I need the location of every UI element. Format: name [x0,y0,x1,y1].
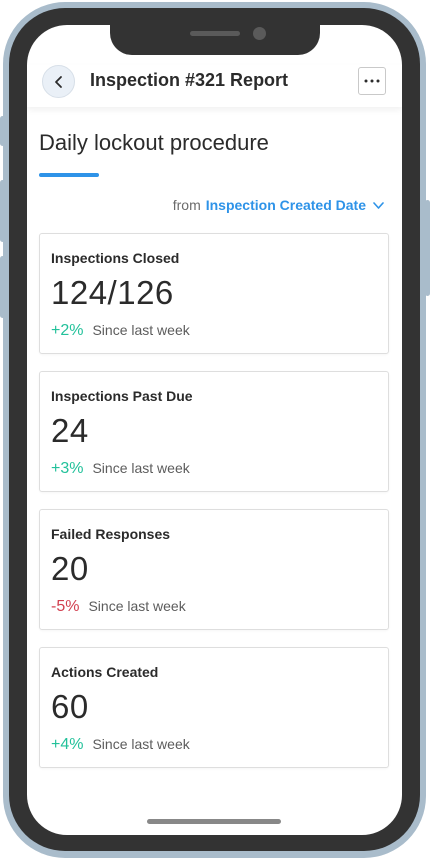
stat-label: Actions Created [51,664,159,680]
stat-change: +3% Since last week [51,460,190,478]
stat-label: Inspections Past Due [51,388,193,404]
speaker-grille [190,31,240,36]
app-header: Inspection #321 Report [27,65,402,107]
volume-down-button [0,256,5,318]
stat-delta: +2% [51,322,84,339]
volume-up-button [0,180,5,242]
stat-change: -5% Since last week [51,598,186,616]
stat-delta: -5% [51,598,80,615]
stat-card-failed-responses[interactable]: Failed Responses 20 -5% Since last week [39,509,389,630]
stat-change: +2% Since last week [51,322,190,340]
stat-card-inspections-closed[interactable]: Inspections Closed 124/126 +2% Since las… [39,233,389,354]
stat-value: 24 [51,412,89,449]
power-button [425,200,430,296]
stat-card-actions-created[interactable]: Actions Created 60 +4% Since last week [39,647,389,768]
header-title: Inspection #321 Report [90,70,289,90]
stat-delta: +4% [51,736,84,753]
chevron-left-icon [54,75,62,88]
stat-label: Failed Responses [51,526,171,542]
stat-since: Since last week [88,598,186,614]
stat-change: +4% Since last week [51,736,190,754]
stat-value: 124/126 [51,274,174,311]
ellipsis-horizontal-icon [364,79,380,83]
home-indicator[interactable] [147,819,281,824]
notch [110,23,320,55]
date-filter[interactable]: from Inspection Created Date [173,197,385,213]
stat-label: Inspections Closed [51,250,180,266]
back-button[interactable] [42,65,75,98]
more-options-button[interactable] [358,67,386,95]
stat-since: Since last week [92,736,190,752]
stat-since: Since last week [92,460,190,476]
stat-since: Since last week [92,322,190,338]
stats-cards: Inspections Closed 124/126 +2% Since las… [39,233,389,785]
stat-card-inspections-past-due[interactable]: Inspections Past Due 24 +3% Since last w… [39,371,389,492]
filter-value[interactable]: Inspection Created Date [205,197,366,213]
mute-switch [0,116,5,146]
screen: Inspection #321 Report Daily lockout pro… [27,25,402,835]
page-title: Daily lockout procedure [39,130,269,155]
filter-from-label: from [172,197,201,213]
title-underline [39,173,99,177]
front-camera [253,27,266,40]
stat-value: 60 [51,688,89,725]
chevron-down-icon[interactable] [372,199,385,212]
stat-value: 20 [51,550,89,587]
stat-delta: +3% [51,460,84,477]
